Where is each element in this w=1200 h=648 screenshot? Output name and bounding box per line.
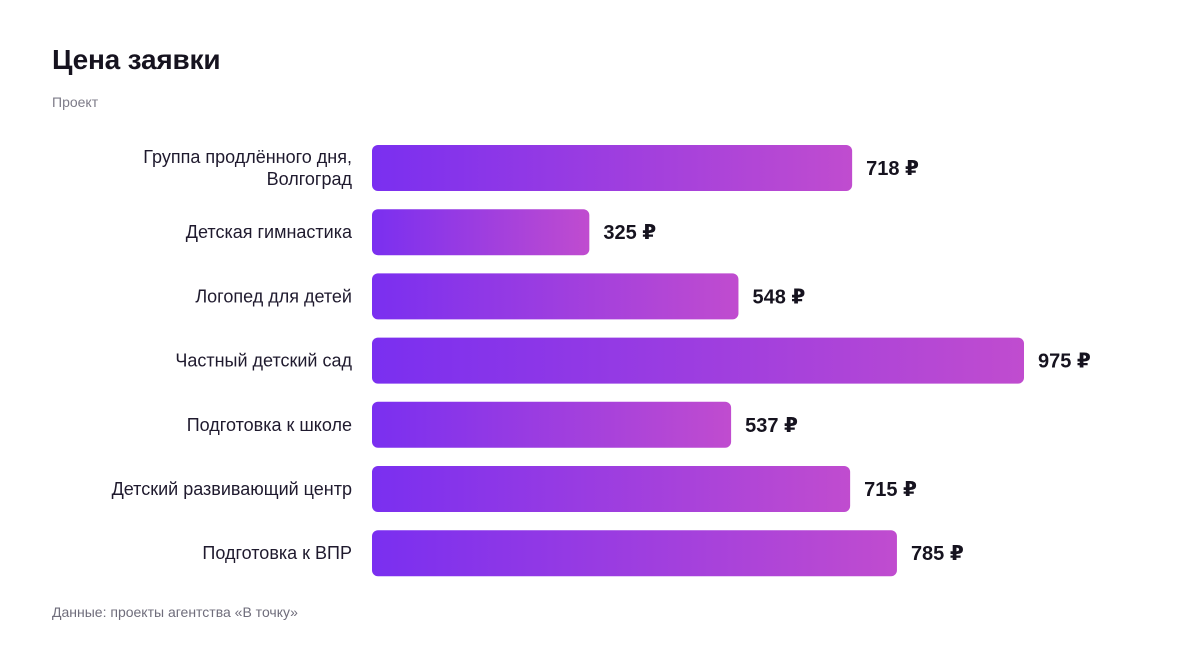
category-label-2: Логопед для детей xyxy=(195,286,352,306)
chart-subtitle: Проект xyxy=(52,94,99,110)
category-label-1: Детская гимнастика xyxy=(186,222,353,242)
value-label-1: 325 ₽ xyxy=(603,222,656,244)
bar-1 xyxy=(372,209,590,256)
value-label-2: 548 ₽ xyxy=(752,286,805,308)
chart-title: Цена заявки xyxy=(52,44,221,75)
bar-3 xyxy=(372,337,1024,384)
bar-4 xyxy=(372,401,732,448)
bar-6 xyxy=(372,530,897,577)
category-label-4: Подготовка к школе xyxy=(187,415,352,435)
category-label-5: Детский развивающий центр xyxy=(112,479,352,499)
bar-2 xyxy=(372,273,739,320)
bar-5 xyxy=(372,466,851,512)
value-label-0: 718 ₽ xyxy=(866,158,919,180)
value-label-4: 537 ₽ xyxy=(745,415,798,437)
value-label-6: 785 ₽ xyxy=(911,543,964,565)
value-label-3: 975 ₽ xyxy=(1038,351,1091,373)
category-label-3: Частный детский сад xyxy=(175,351,352,371)
category-label-0: Группа продлённого дня, Волгоград xyxy=(143,147,352,189)
value-label-5: 715 ₽ xyxy=(864,479,917,501)
bars-group: Группа продлённого дня, Волгоград 718 ₽ Дет… xyxy=(112,145,1091,577)
category-label-6: Подготовка к ВПР xyxy=(202,543,352,563)
bar-0 xyxy=(372,145,853,191)
data-source-note: Данные: проекты агентства «В точку» xyxy=(52,604,298,620)
